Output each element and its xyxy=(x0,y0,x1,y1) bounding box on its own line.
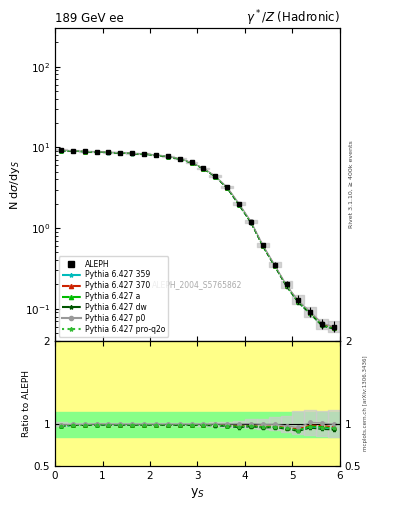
Y-axis label: mcplots.cern.ch [arXiv:1306.3436]: mcplots.cern.ch [arXiv:1306.3436] xyxy=(363,355,368,451)
Text: 189 GeV ee: 189 GeV ee xyxy=(55,12,124,26)
X-axis label: y$_S$: y$_S$ xyxy=(190,486,205,500)
Y-axis label: Ratio to ALEPH: Ratio to ALEPH xyxy=(22,370,31,437)
Legend: ALEPH, Pythia 6.427 359, Pythia 6.427 370, Pythia 6.427 a, Pythia 6.427 dw, Pyth: ALEPH, Pythia 6.427 359, Pythia 6.427 37… xyxy=(59,257,168,337)
Y-axis label: Rivet 3.1.10, ≥ 400k events: Rivet 3.1.10, ≥ 400k events xyxy=(349,141,354,228)
Y-axis label: N d$\sigma$/dy$_S$: N d$\sigma$/dy$_S$ xyxy=(8,159,22,209)
Text: $\gamma^*/Z$ (Hadronic): $\gamma^*/Z$ (Hadronic) xyxy=(246,9,340,28)
Text: ALEPH_2004_S5765862: ALEPH_2004_S5765862 xyxy=(152,280,242,289)
